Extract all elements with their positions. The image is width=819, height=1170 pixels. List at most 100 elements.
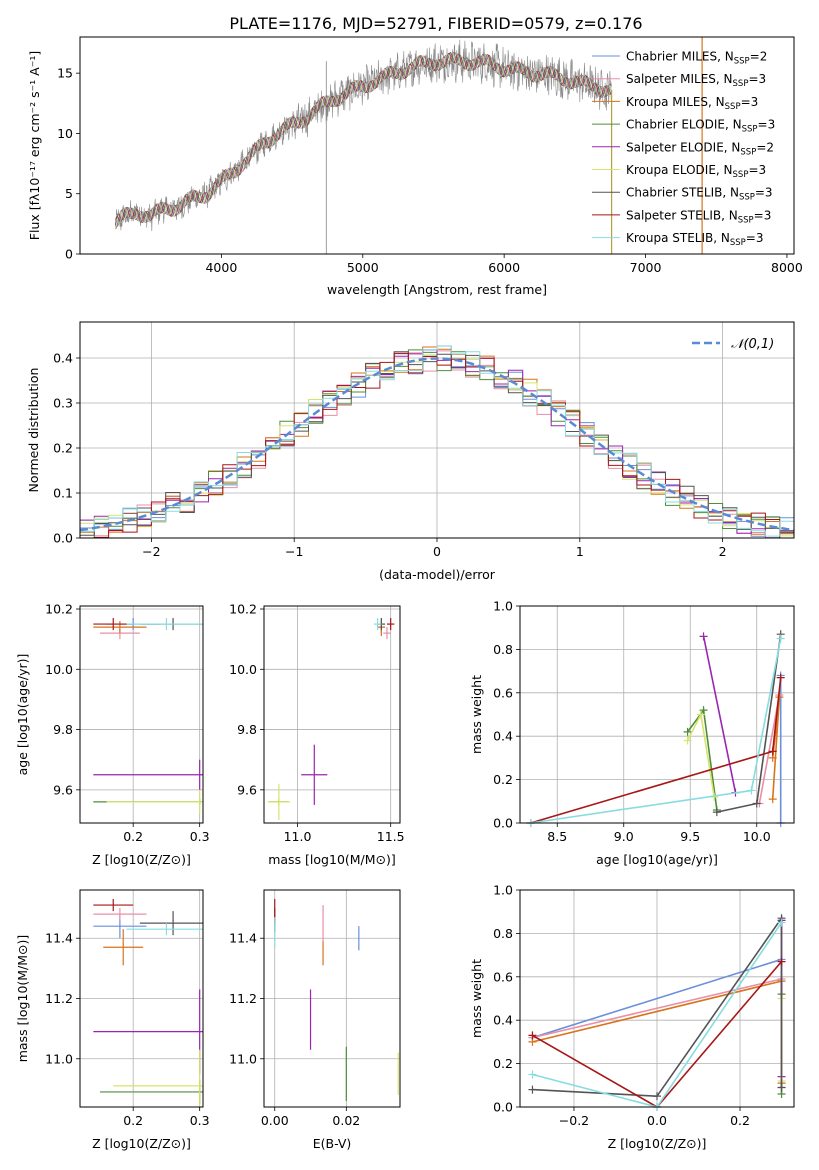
y-tick-label: 9.8 (53, 722, 73, 737)
weight-marker (712, 808, 721, 817)
y-tick-label: 0.3 (53, 396, 73, 411)
y-tick-label: 11.4 (229, 931, 257, 946)
x-tick-label: −0.2 (559, 1113, 589, 1128)
y-tick-label: 0.6 (493, 685, 513, 700)
x-tick-label: 11.5 (377, 829, 405, 844)
panel-residuals: −2 −1 0 1 2 0.0 0.1 0.2 0.3 0.4 𝒩(0,1) (data-model)… (26, 321, 795, 582)
x-tick-label: 7000 (630, 260, 662, 275)
weight-line (532, 958, 782, 1039)
weight-line (716, 634, 782, 813)
axes-frame (79, 36, 795, 255)
axes-frame (263, 605, 401, 824)
x-tick-label: 0 (433, 544, 441, 559)
axes-frame (519, 889, 795, 1108)
x-tick-label: 0.02 (332, 1113, 360, 1128)
x-axis-label: Z [log10(Z/Z⊙)] (608, 1136, 707, 1151)
y-tick-label: 9.6 (237, 782, 257, 797)
x-axis-label: (data-model)/error (379, 567, 496, 582)
legend-label: Chabrier STELIB, NSSP=3 (626, 186, 773, 203)
y-tick-label: 9.6 (53, 782, 73, 797)
x-tick-label: 8.5 (547, 829, 567, 844)
weight-marker (528, 1070, 537, 1079)
x-tick-label: 10.0 (743, 829, 771, 844)
x-axis-label: E(B-V) (313, 1136, 352, 1151)
weight-marker (528, 1031, 537, 1040)
x-tick-label: 9.0 (614, 829, 634, 844)
x-tick-label: 0.0 (647, 1113, 667, 1128)
weight-marker (777, 957, 786, 966)
x-tick-label: 5000 (347, 260, 379, 275)
weight-marker (683, 736, 692, 745)
weight-line (532, 915, 783, 1098)
legend-label: Kroupa MILES, NSSP=3 (626, 95, 758, 112)
y-tick-label: 10.2 (229, 602, 257, 617)
x-tick-label: 0.00 (261, 1113, 289, 1128)
y-tick-label: 0.0 (53, 531, 73, 546)
x-tick-label: 4000 (205, 260, 237, 275)
y-tick-label: 15 (57, 66, 73, 81)
normal-curve (80, 357, 794, 532)
y-tick-label: 11.0 (229, 1051, 257, 1066)
weight-marker (696, 710, 705, 719)
x-tick-label: 2 (719, 544, 727, 559)
y-tick-label: 0.2 (53, 441, 73, 456)
weight-marker (776, 673, 785, 682)
y-axis-label: age [log10(age/yr)] (15, 654, 30, 776)
y-axis-label: mass weight (469, 675, 484, 754)
y-tick-label: 1.0 (493, 883, 513, 898)
x-tick-label: 0.3 (190, 1113, 210, 1128)
model-spectrum-line (114, 52, 612, 223)
figure-title: PLATE=1176, MJD=52791, FIBERID=0579, z=0… (229, 14, 642, 33)
weight-marker (768, 795, 777, 804)
x-tick-label: −2 (142, 544, 160, 559)
weight-marker (752, 799, 761, 808)
x-tick-label: 6000 (488, 260, 520, 275)
y-tick-label: 10.2 (45, 602, 73, 617)
y-tick-label: 11.4 (45, 931, 73, 946)
y-tick-label: 1.0 (493, 599, 513, 614)
x-tick-label: 8000 (771, 260, 803, 275)
axes-frame (263, 889, 401, 1108)
model-spectrum-line (115, 51, 612, 230)
y-tick-label: 0.0 (493, 816, 513, 831)
y-tick-label: 0.4 (493, 1013, 513, 1028)
legend-label: Chabrier ELODIE, NSSP=3 (626, 118, 775, 135)
y-tick-label: 11.2 (45, 991, 73, 1006)
model-spectrum-line (115, 52, 612, 224)
weight-marker (747, 786, 756, 795)
weight-marker (699, 632, 708, 641)
legend-label: Salpeter ELODIE, NSSP=2 (626, 140, 774, 157)
weight-line (702, 636, 737, 793)
x-axis-label: mass [log10(M/M⊙)] (268, 852, 396, 867)
y-tick-label: 10 (57, 126, 73, 141)
x-tick-label: 0.2 (730, 1113, 750, 1128)
x-axis-label: age [log10(age/yr)] (596, 852, 718, 867)
axes-frame (79, 605, 204, 824)
legend-label: Salpeter MILES, NSSP=3 (626, 72, 766, 89)
axes-frame (519, 605, 795, 824)
y-tick-label: 11.0 (45, 1051, 73, 1066)
x-tick-label: 1 (576, 544, 584, 559)
panel-spectrum: 4000 5000 6000 7000 8000 0 5 10 15 Chabrier MILES… (27, 36, 803, 297)
y-axis-label: mass [log10(M/M⊙)] (15, 935, 30, 1063)
weight-line (530, 638, 782, 823)
legend-label: Salpeter STELIB, NSSP=3 (626, 208, 771, 225)
y-tick-label: 5 (65, 186, 73, 201)
y-tick-label: 10.0 (45, 662, 73, 677)
weight-marker (653, 1092, 661, 1101)
y-tick-label: 9.8 (237, 722, 257, 737)
y-tick-label: 0.2 (493, 772, 513, 787)
legend-label: Kroupa ELODIE, NSSP=3 (626, 163, 766, 180)
panel-mass_vs_Z: 0.2 0.3 11.0 11.2 11.4 Z [log10(Z/Z⊙)] mass [l… (15, 889, 210, 1151)
y-tick-label: 0.0 (493, 1100, 513, 1115)
legend-label: Kroupa STELIB, NSSP=3 (626, 231, 764, 248)
y-tick-label: 0.8 (493, 642, 513, 657)
weight-line (532, 961, 783, 1107)
y-tick-label: 0.8 (493, 926, 513, 941)
y-axis-label: Flux [fλ10⁻¹⁷ erg cm⁻² s⁻¹ A⁻¹] (27, 51, 42, 240)
panel-weight_vs_age: 8.5 9.0 9.5 10.0 0.0 0.2 0.4 0.6 0.8 1.0 age [log1… (469, 599, 795, 867)
weight-line (532, 922, 783, 1107)
weight-marker (699, 706, 708, 715)
x-axis-label: wavelength [Angstrom, rest frame] (327, 282, 547, 297)
